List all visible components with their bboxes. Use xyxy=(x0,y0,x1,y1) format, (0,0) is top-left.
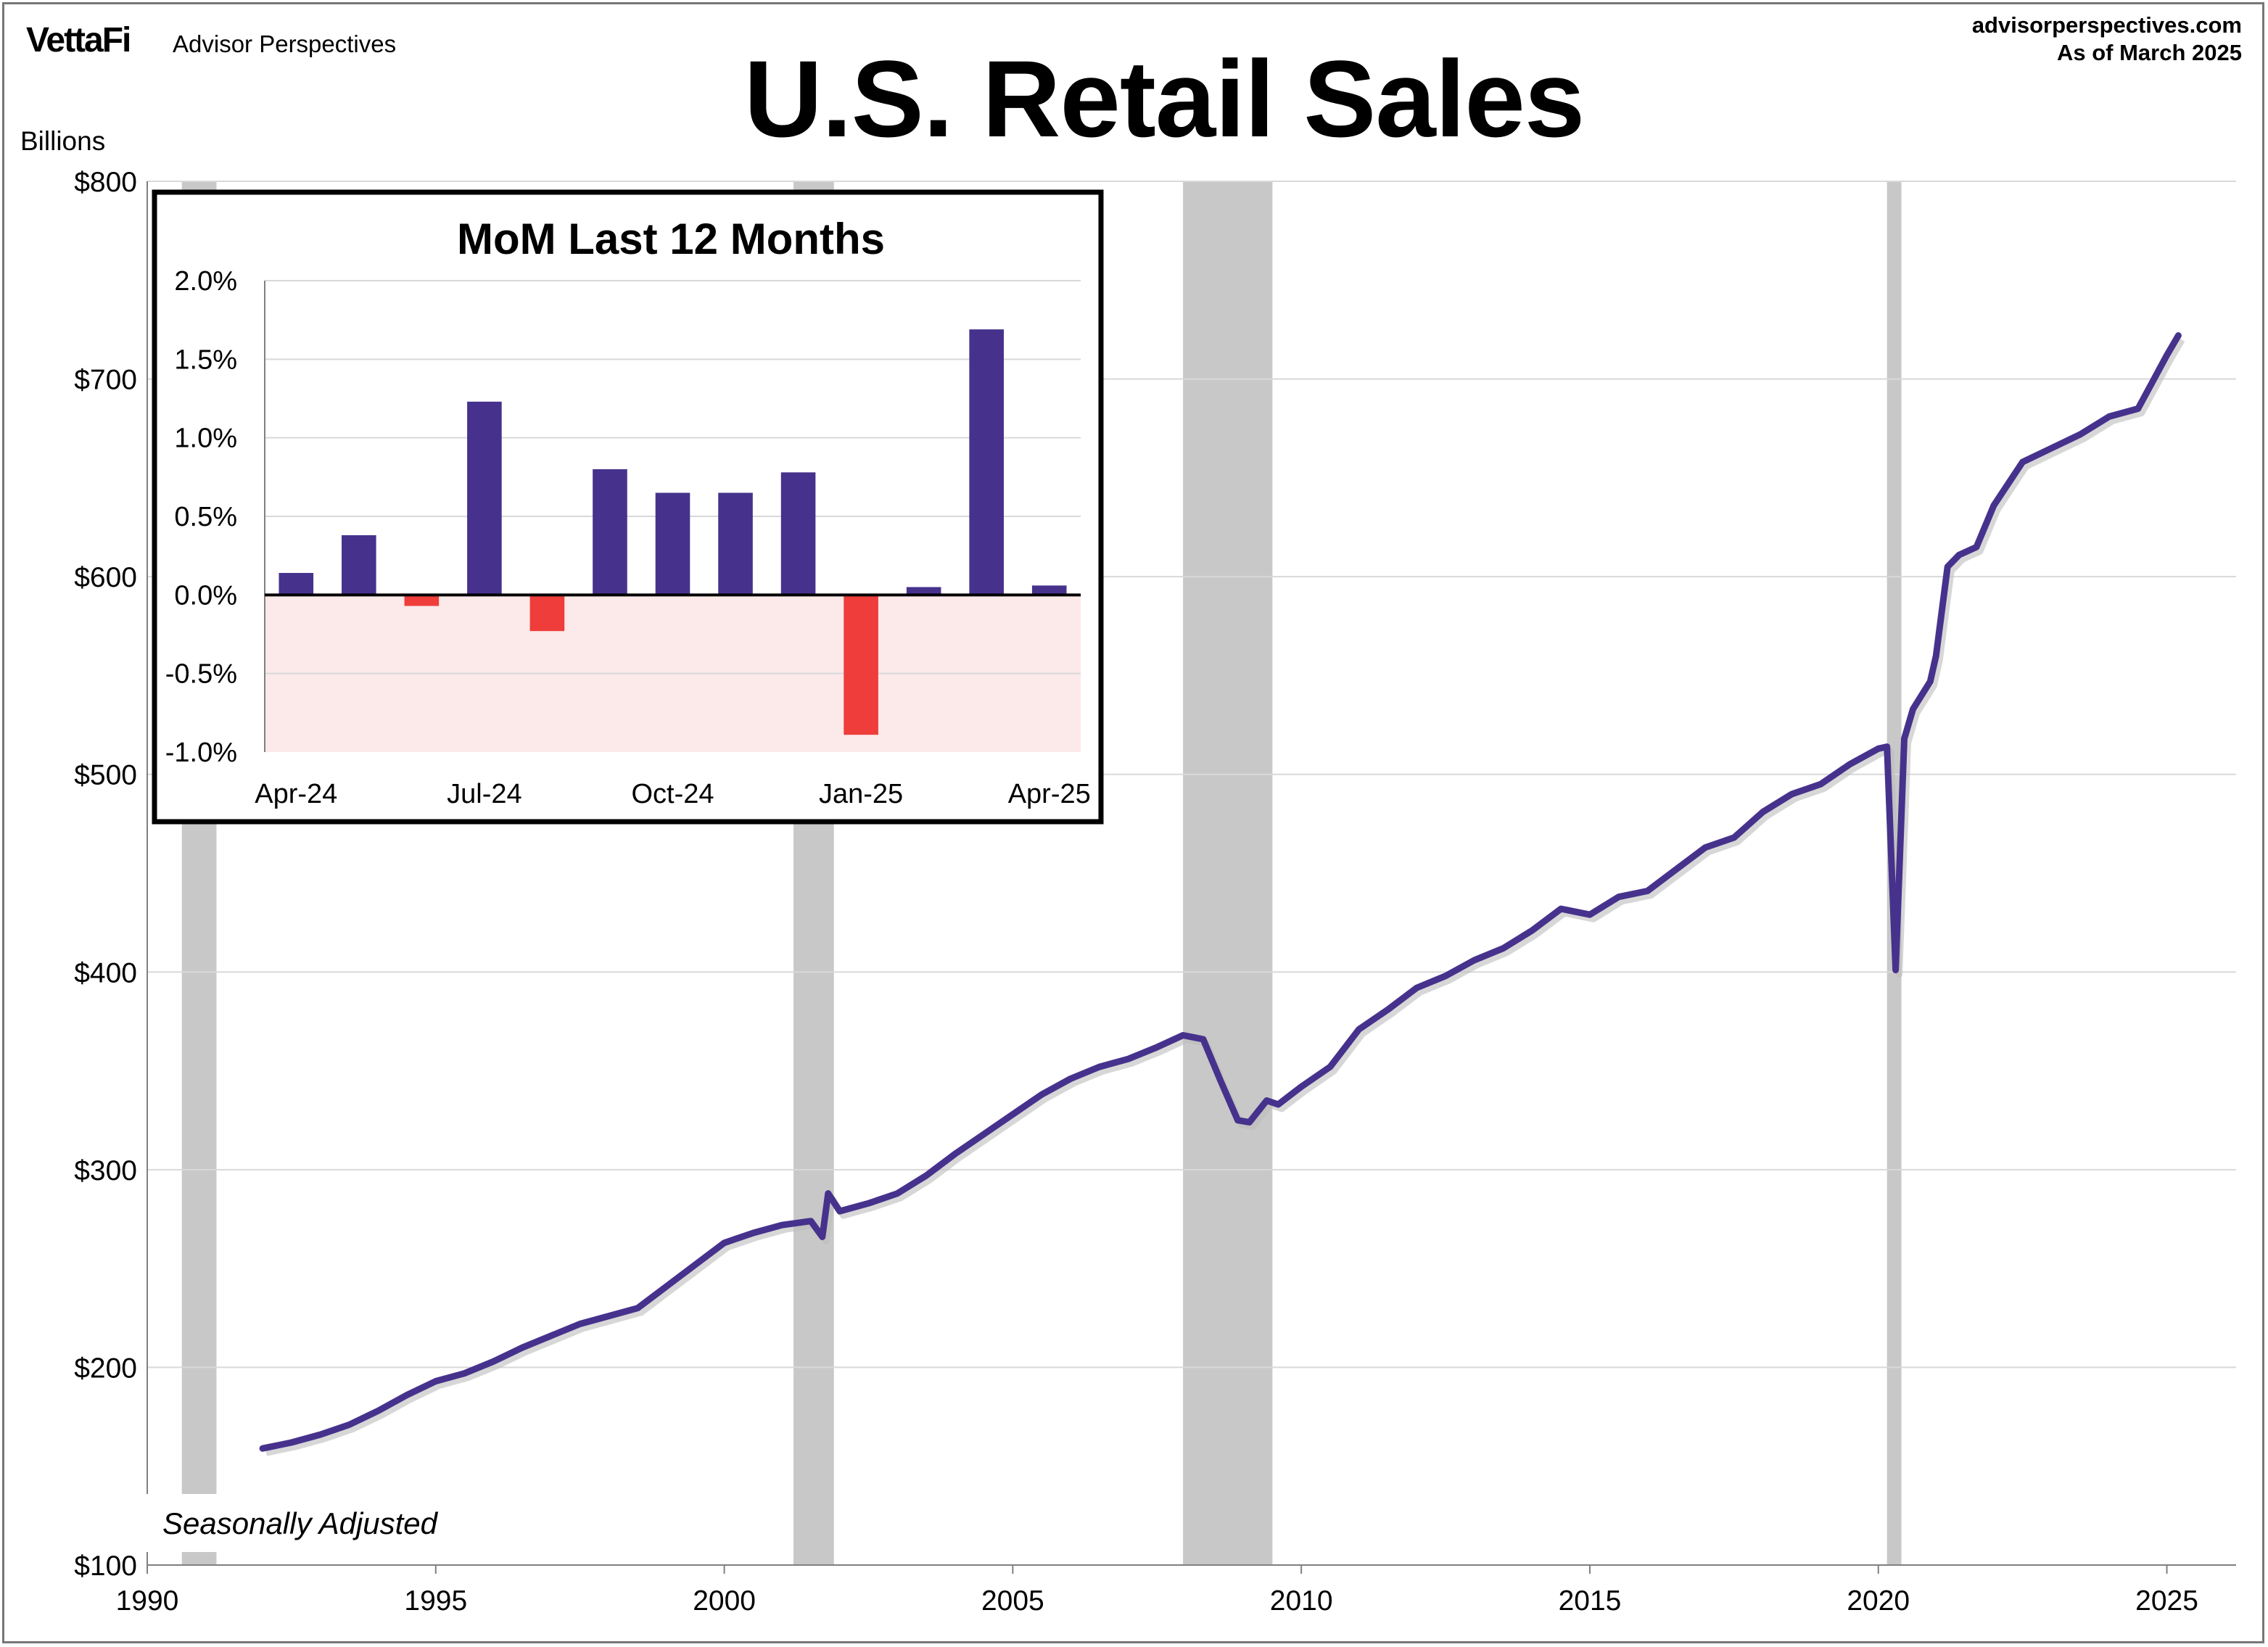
x-tick-label: 2000 xyxy=(693,1585,756,1617)
inset-y-tick-label: 0.5% xyxy=(174,502,237,532)
inset-bar xyxy=(780,472,816,595)
inset-bars xyxy=(279,329,1067,735)
inset-title: MoM Last 12 Months xyxy=(457,215,885,263)
inset-y-tick-label: -1.0% xyxy=(165,738,237,768)
annotation-backdrop xyxy=(145,1494,486,1552)
y-tick-label: $600 xyxy=(74,562,137,593)
inset-x-tick-label: Jan-25 xyxy=(819,779,903,809)
main-axes xyxy=(147,181,2236,1566)
inset-bar xyxy=(593,469,627,595)
inset-y-tick-label: 0.0% xyxy=(174,580,237,611)
recession-band xyxy=(1183,181,1273,1565)
inset-y-tick-label: 2.0% xyxy=(174,266,237,297)
inset-y-tick-label: 1.5% xyxy=(174,344,237,375)
inset-bar xyxy=(404,595,440,606)
x-tick-label: 1995 xyxy=(404,1585,467,1617)
inset-bar xyxy=(969,329,1004,595)
inset-x-tick-label: Oct-24 xyxy=(631,779,714,809)
y-tick-label: $800 xyxy=(74,167,137,198)
series-line xyxy=(259,332,2182,1452)
inset-x-tick-label: Apr-24 xyxy=(255,779,337,809)
x-tick-label: 1990 xyxy=(116,1585,179,1617)
seasonally-adjusted-note: Seasonally Adjusted xyxy=(162,1506,439,1540)
x-tick-label: 2010 xyxy=(1270,1585,1333,1617)
y-tick-label: $700 xyxy=(74,365,137,396)
x-tick-label: 2015 xyxy=(1559,1585,1622,1617)
inset-bar xyxy=(279,573,314,595)
main-x-ticks: 1990 1995 2000 2005 2010 2015 2020 2025 xyxy=(116,1565,2198,1617)
chart-title: U.S. Retail Sales xyxy=(743,38,1585,160)
inset-bar xyxy=(906,587,941,595)
x-tick-label: 2025 xyxy=(2135,1585,2198,1617)
inset-x-tick-label: Apr-25 xyxy=(1008,779,1091,809)
inset-bar xyxy=(467,401,502,595)
y-tick-label: $500 xyxy=(74,760,137,791)
site-url: advisorperspectives.com xyxy=(1971,12,2242,38)
y-tick-label: $400 xyxy=(74,957,137,988)
logo-subtitle: Advisor Perspectives xyxy=(173,30,397,57)
retail-sales-series xyxy=(259,332,2185,1456)
inset-y-tick-label: 1.0% xyxy=(174,424,237,454)
x-tick-label: 2005 xyxy=(981,1585,1044,1617)
y-tick-label: $300 xyxy=(74,1155,137,1186)
inset-bar xyxy=(1031,585,1067,595)
x-tick-label: 2020 xyxy=(1847,1585,1910,1617)
mom-inset: MoM Last 12 Months -1.0% -0.5% 0.0% 0.5% 1.0… xyxy=(152,189,1104,825)
y-axis-label: Billions xyxy=(20,126,105,156)
inset-y-tick-label: -0.5% xyxy=(165,659,237,690)
inset-x-tick-label: Jul-24 xyxy=(447,779,522,809)
main-y-ticks: $100 $200 $300 $400 $500 $600 $700 $800 xyxy=(74,167,137,1582)
inset-gridlines xyxy=(265,280,1081,674)
y-tick-label: $100 xyxy=(74,1551,137,1582)
inset-bar xyxy=(655,492,690,595)
y-tick-label: $200 xyxy=(74,1353,137,1384)
inset-bar xyxy=(342,535,376,595)
vettafi-logo: VettaFi xyxy=(26,21,131,59)
inset-y-ticks: -1.0% -0.5% 0.0% 0.5% 1.0% 1.5% 2.0% xyxy=(165,266,237,768)
site-info: advisorperspectives.com As of March 2025 xyxy=(1972,12,2242,67)
inset-bar xyxy=(844,595,878,735)
inset-bar xyxy=(718,492,753,595)
as-of-date: As of March 2025 xyxy=(2057,40,2242,65)
inset-x-ticks: Apr-24 Jul-24 Oct-24 Jan-25 Apr-25 xyxy=(255,779,1091,809)
inset-bar xyxy=(529,595,565,632)
inset-axes xyxy=(264,281,1081,752)
